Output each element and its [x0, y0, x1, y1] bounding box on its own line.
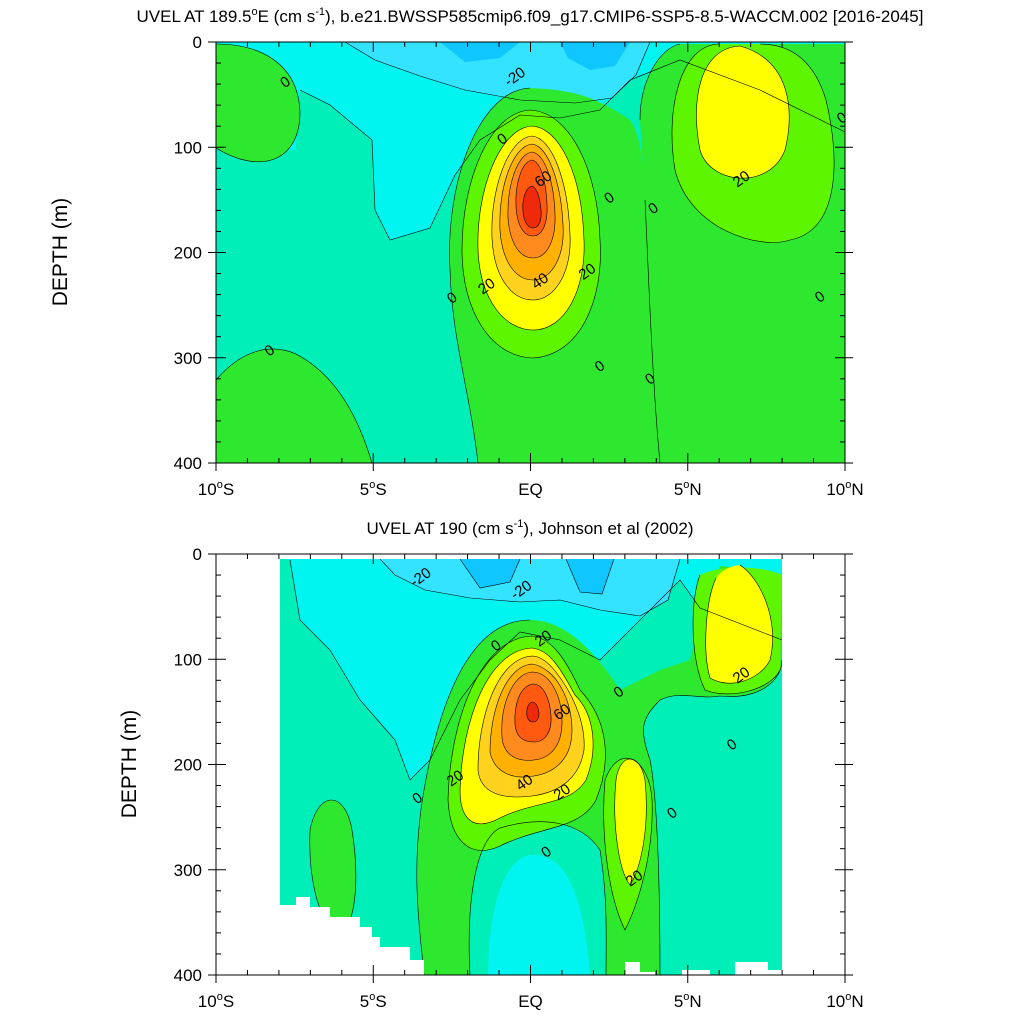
obs-contour-label: 20 [532, 627, 555, 650]
panel-observations: UVEL AT 190 (cm s-1), Johnson et al (200… [118, 518, 864, 1011]
model-x-tick-degree: o [217, 479, 223, 491]
model-fill-80 [522, 186, 542, 228]
model-x-tick-hemisphere: N [851, 480, 863, 499]
obs-contour-label: 20 [730, 664, 753, 687]
obs-contour-lines [289, 559, 782, 975]
model-x-tick-hemisphere: S [375, 480, 386, 499]
model-fill-neg30b [560, 42, 630, 70]
model-x-tick-number: 5 [674, 480, 683, 499]
model-x-tick-label: EQ [518, 480, 543, 499]
model-y-tick-label: 400 [174, 454, 202, 473]
model-fill-10-sw [216, 349, 372, 463]
panel-observations-title-exponent: -1 [514, 518, 524, 530]
model-y-axis-label: DEPTH (m) [49, 198, 72, 307]
model-y-tick-label: 100 [174, 138, 202, 157]
model-contour-label: 20 [475, 275, 498, 298]
obs-fill-neg30b [566, 559, 614, 594]
model-contour-label: 60 [532, 167, 555, 190]
model-fill-neg10 [216, 42, 845, 240]
panel-model-title-main: UVEL AT 189.5 [137, 7, 252, 26]
obs-fill-10-west [309, 800, 356, 930]
obs-x-tick-number: 10 [198, 992, 217, 1011]
panel-model-title-exponent: -1 [315, 6, 325, 18]
model-fill-10-left [216, 44, 300, 162]
model-contour-label: 20 [576, 260, 599, 283]
obs-x-tick-hemisphere: N [689, 992, 701, 1011]
model-fill-30-north [696, 46, 790, 179]
obs-y-tick-label: 400 [174, 966, 202, 985]
model-contour-lines [216, 42, 845, 463]
obs-x-tick-label: 10oN [826, 991, 863, 1011]
model-contour-label: 0 [834, 109, 851, 128]
obs-contour-label: 40 [513, 771, 536, 794]
panel-model-title: UVEL AT 189.5oE (cm s-1), b.e21.BWSSP585… [137, 6, 924, 26]
obs-y-tick-label: 300 [174, 861, 202, 880]
obs-missing-data-mask [280, 897, 782, 975]
panel-model-title-case: ), b.e21.BWSSP585cmip6.f09_g17.CMIP6-SSP… [325, 7, 923, 26]
model-x-tick-hemisphere: S [223, 480, 234, 499]
obs-contour-label: 60 [551, 701, 574, 724]
panel-observations-title-source: ), Johnson et al (2002) [523, 519, 693, 538]
model-x-tick-label: 10oS [198, 479, 234, 499]
obs-x-tick-number: 10 [826, 992, 845, 1011]
svg-text:UVEL AT 189.5oE (cm s-1), b.e2: UVEL AT 189.5oE (cm s-1), b.e21.BWSSP585… [137, 6, 924, 26]
model-x-tick-label: 5oS [360, 479, 387, 499]
obs-x-tick-label: 10oS [198, 991, 234, 1011]
panel-observations-title: UVEL AT 190 (cm s-1), Johnson et al (200… [367, 518, 694, 538]
model-x-tick-label: 5oN [674, 479, 702, 499]
obs-contour-label: 20 [444, 767, 467, 790]
panel-observations-title-main: UVEL AT 190 (cm s [367, 519, 514, 538]
obs-contour-label: 20 [623, 867, 646, 890]
model-y-tick-label: 300 [174, 349, 202, 368]
obs-x-tick-degree: o [683, 991, 689, 1003]
obs-x-tick-degree: o [845, 991, 851, 1003]
obs-fill-80 [526, 702, 539, 722]
svg-text:UVEL AT 190 (cm s-1), Johnson: UVEL AT 190 (cm s-1), Johnson et al (200… [367, 518, 694, 538]
obs-x-tick-number: EQ [518, 992, 543, 1011]
obs-fill-neg10 [280, 559, 782, 780]
obs-x-tick-degree: o [217, 991, 223, 1003]
obs-contour-label: 20 [551, 781, 574, 804]
obs-y-tick-label: 0 [193, 545, 202, 564]
obs-fill-30-deep [614, 759, 647, 885]
model-contour-label: 20 [730, 167, 753, 190]
model-x-tick-degree: o [683, 479, 689, 491]
panel-model-title-unit: E (cm s [258, 7, 316, 26]
model-contour-label: 40 [529, 270, 552, 293]
model-x-tick-number: 10 [826, 480, 845, 499]
obs-fill-30-north [705, 565, 773, 684]
model-x-tick-number: 10 [198, 480, 217, 499]
model-x-tick-hemisphere: N [689, 480, 701, 499]
obs-x-tick-hemisphere: N [851, 992, 863, 1011]
panel-model-title-degree: o [252, 6, 258, 18]
model-fill-neg30 [440, 42, 520, 62]
obs-y-tick-label: 200 [174, 756, 202, 775]
model-y-tick-label: 0 [193, 33, 202, 52]
model-x-tick-degree: o [845, 479, 851, 491]
obs-x-tick-label: 5oS [360, 991, 387, 1011]
model-y-tick-label: 200 [174, 244, 202, 263]
obs-x-tick-number: 5 [360, 992, 369, 1011]
obs-y-axis-label: DEPTH (m) [118, 710, 141, 819]
obs-x-tick-degree: o [369, 991, 375, 1003]
model-x-tick-number: EQ [518, 480, 543, 499]
obs-x-tick-number: 5 [674, 992, 683, 1011]
obs-x-tick-label: 5oN [674, 991, 702, 1011]
obs-x-tick-hemisphere: S [375, 992, 386, 1011]
obs-y-tick-label: 100 [174, 650, 202, 669]
model-x-tick-degree: o [369, 479, 375, 491]
panel-model: UVEL AT 189.5oE (cm s-1), b.e21.BWSSP585… [49, 6, 923, 499]
model-x-tick-label: 10oN [826, 479, 863, 499]
obs-fill-neg10-deep [488, 854, 590, 975]
model-x-tick-number: 5 [360, 480, 369, 499]
obs-x-tick-hemisphere: S [223, 992, 234, 1011]
obs-x-tick-label: EQ [518, 992, 543, 1011]
